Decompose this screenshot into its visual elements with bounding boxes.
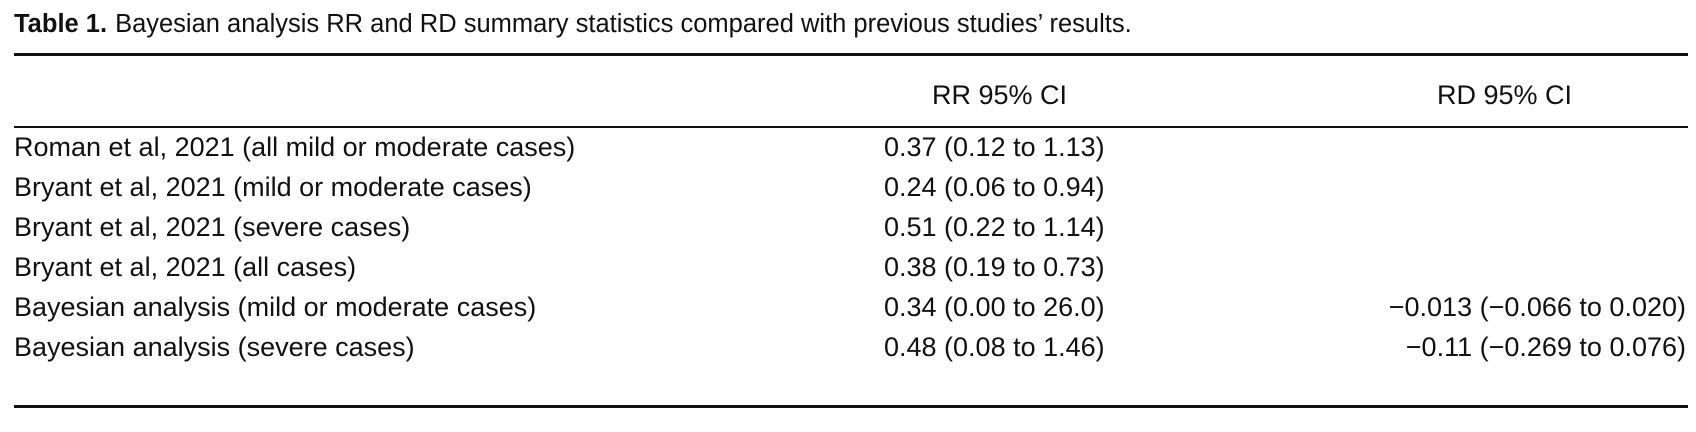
- rr-cell: 0.51 (0.22 to 1.14): [884, 212, 1105, 242]
- study-cell: Bayesian analysis (severe cases): [14, 332, 415, 362]
- study-cell: Bryant et al, 2021 (all cases): [14, 252, 357, 282]
- table-row: Roman et al, 2021 (all mild or moderate …: [0, 126, 1696, 169]
- study-cell: Bayesian analysis (mild or moderate case…: [14, 292, 537, 322]
- table-bottom-rule: [14, 405, 1688, 408]
- rd-cell: −0.11 (−0.269 to 0.076): [1405, 332, 1686, 362]
- study-cell: Bryant et al, 2021 (severe cases): [14, 212, 411, 242]
- study-cell: Bryant et al, 2021 (mild or moderate cas…: [14, 172, 532, 202]
- table-row: Bryant et al, 2021 (all cases) 0.38 (0.1…: [0, 246, 1696, 289]
- table-caption-text: Bayesian analysis RR and RD summary stat…: [115, 10, 1132, 38]
- table-row: Bayesian analysis (severe cases) 0.48 (0…: [0, 326, 1696, 369]
- rr-cell: 0.34 (0.00 to 26.0): [884, 292, 1105, 322]
- table-caption: Table 1. Bayesian analysis RR and RD summ…: [14, 6, 1132, 42]
- table-caption-label: Table 1.: [14, 10, 108, 38]
- rr-cell: 0.38 (0.19 to 0.73): [884, 252, 1105, 282]
- study-cell: Roman et al, 2021 (all mild or moderate …: [14, 132, 576, 162]
- rr-cell: 0.48 (0.08 to 1.46): [884, 332, 1105, 362]
- rd-cell: −0.013 (−0.066 to 0.020): [1388, 292, 1686, 322]
- column-header-rr: RR 95% CI: [932, 80, 1068, 110]
- table-top-rule: [14, 53, 1688, 56]
- rr-cell: 0.24 (0.06 to 0.94): [884, 172, 1105, 202]
- column-header-rd: RD 95% CI: [1437, 80, 1573, 110]
- table-header-rule: [14, 126, 1688, 128]
- table-row: Bayesian analysis (mild or moderate case…: [0, 286, 1696, 329]
- rr-cell: 0.37 (0.12 to 1.13): [884, 132, 1105, 162]
- table-row: Bryant et al, 2021 (severe cases) 0.51 (…: [0, 206, 1696, 249]
- table-row: Bryant et al, 2021 (mild or moderate cas…: [0, 166, 1696, 209]
